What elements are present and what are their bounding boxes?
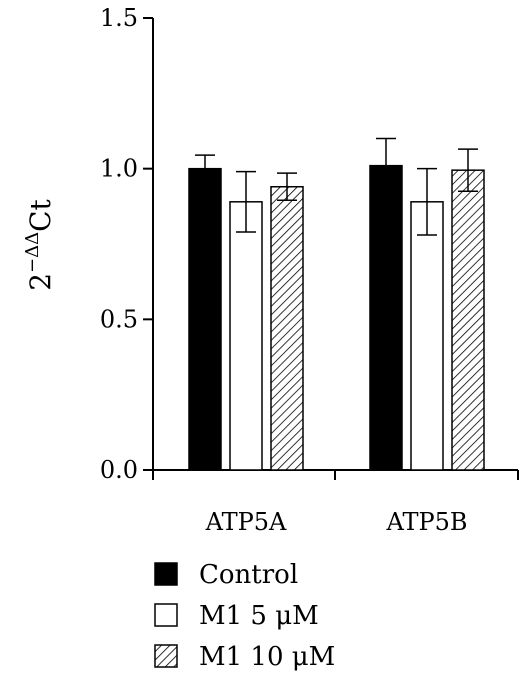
y-tick-label: 1.5	[100, 4, 138, 32]
category-label: ATP5A	[205, 508, 287, 536]
legend-label: Control	[199, 560, 298, 590]
y-axis-label-superscript: −ΔΔ	[22, 232, 43, 273]
bars	[188, 137, 485, 471]
bar	[229, 201, 263, 471]
y-axis: 0.0 0.5 1.0 1.5	[100, 4, 154, 484]
legend-swatch	[154, 644, 178, 668]
x-axis	[152, 469, 519, 480]
y-axis-label-base: 2	[24, 273, 57, 291]
category-labels: ATP5A ATP5B	[205, 508, 468, 536]
y-tick-label: 1.0	[100, 155, 138, 183]
y-tick-label: 0.0	[100, 456, 138, 484]
bar	[270, 185, 304, 471]
bar	[410, 201, 444, 471]
category-label: ATP5B	[385, 508, 467, 536]
y-axis-label-suffix: Ct	[24, 198, 57, 231]
bar	[369, 164, 403, 471]
legend-swatch	[154, 603, 178, 627]
legend-swatch	[154, 562, 178, 586]
y-axis-label: 2−ΔΔCt	[22, 198, 57, 290]
legend-label: M1 5 μM	[199, 601, 319, 631]
y-tick-label: 0.5	[100, 305, 138, 333]
legend: Control M1 5 μM M1 10 μM	[154, 560, 335, 672]
bar	[451, 169, 485, 471]
legend-label: M1 10 μM	[199, 642, 335, 672]
bar	[188, 167, 222, 471]
